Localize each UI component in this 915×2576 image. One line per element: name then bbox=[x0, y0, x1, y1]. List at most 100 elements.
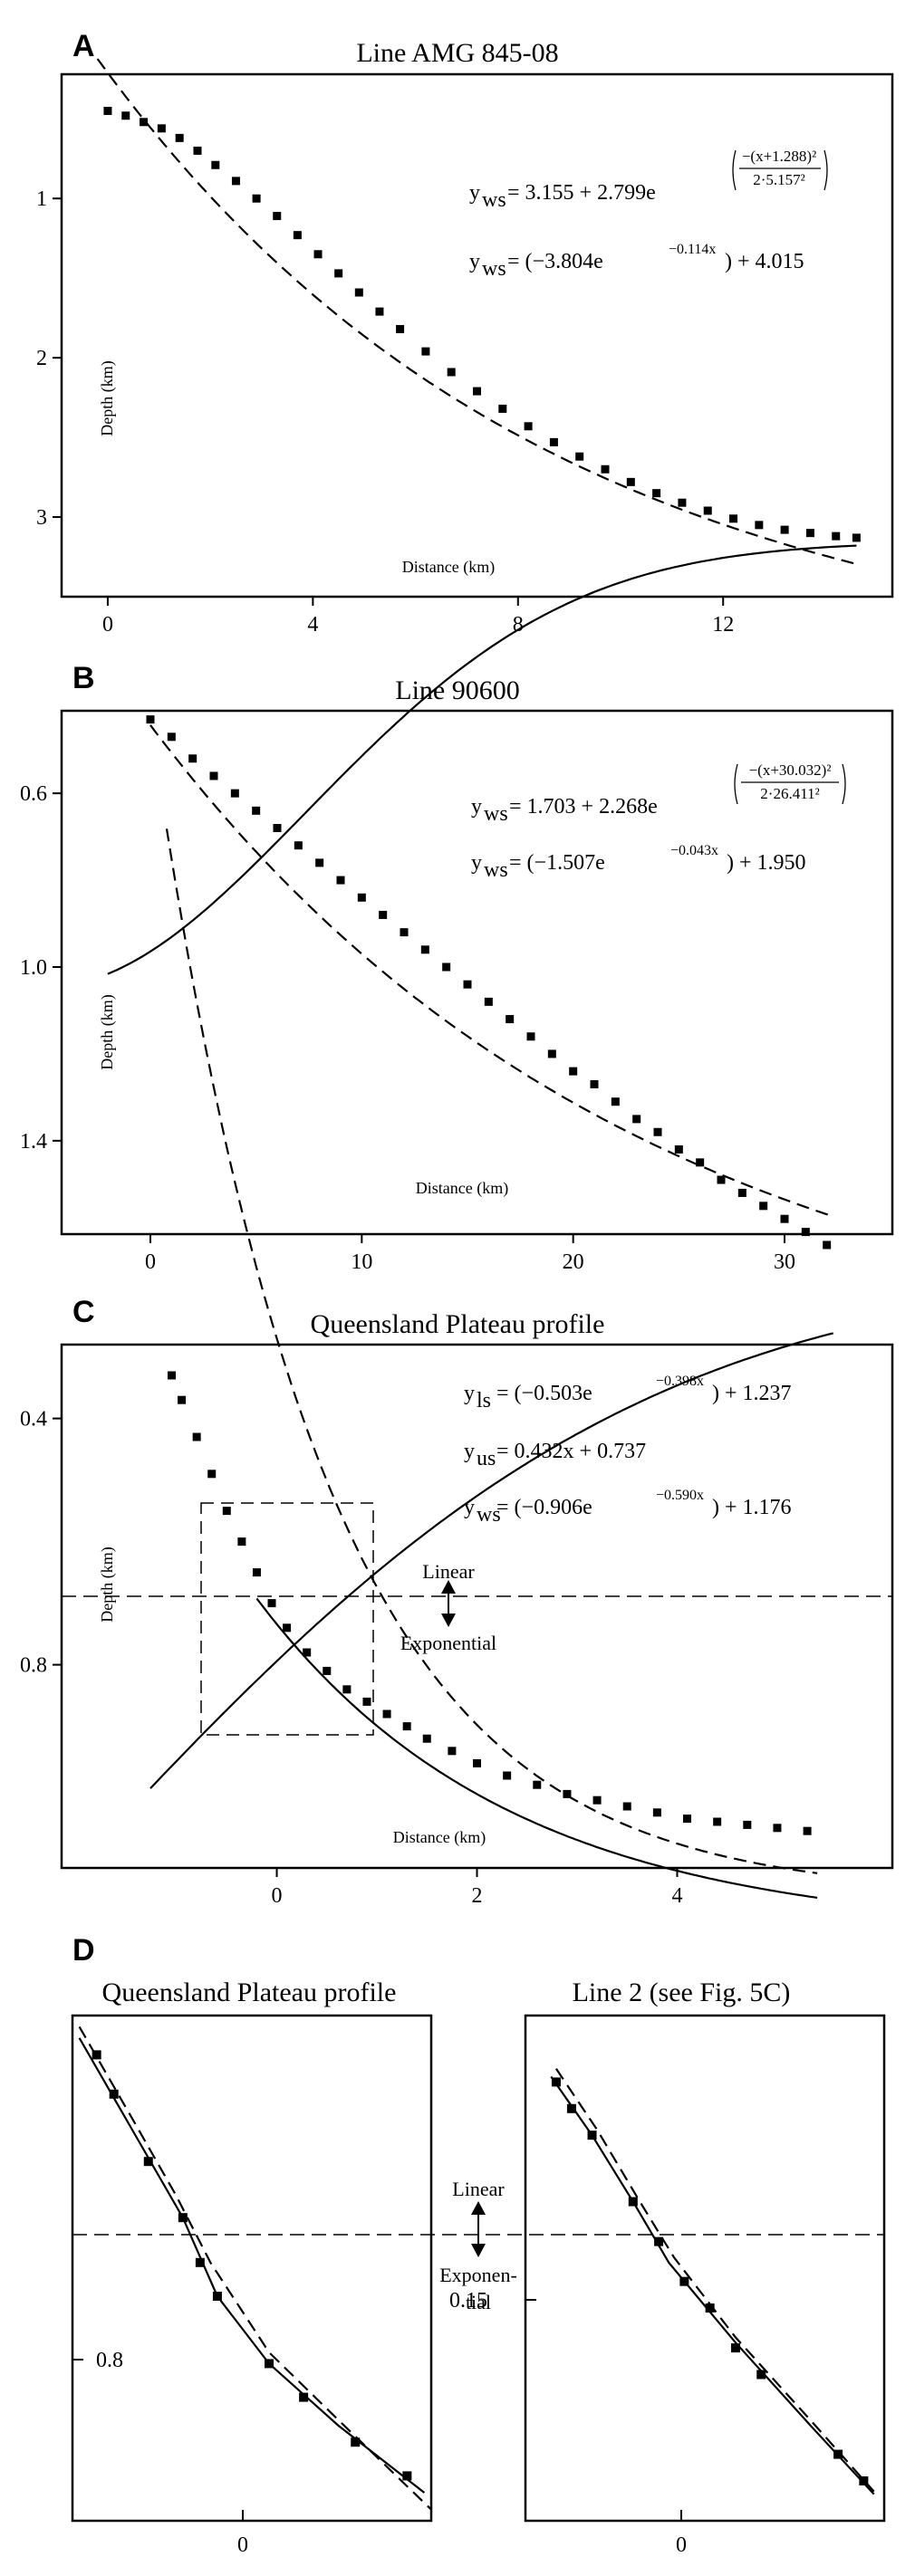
data-point bbox=[421, 347, 430, 356]
panel-c-equation-1: y ls = (−0.503e −0.398x ) + 1.237 bbox=[464, 1374, 792, 1412]
data-point bbox=[193, 146, 202, 155]
data-point bbox=[575, 452, 584, 461]
panel-b-letter: B bbox=[72, 661, 95, 695]
data-point bbox=[526, 1032, 535, 1041]
data-point bbox=[402, 1722, 411, 1731]
x-tick-label: 0 bbox=[145, 1250, 156, 1274]
panel-d-right-ytick-label: 0.15 bbox=[449, 2289, 487, 2313]
data-point bbox=[713, 1817, 722, 1826]
svg-text:us: us bbox=[477, 1447, 496, 1470]
data-point bbox=[547, 1049, 556, 1058]
data-point bbox=[563, 1789, 572, 1798]
data-point bbox=[622, 1802, 631, 1811]
data-point bbox=[678, 498, 687, 507]
data-point bbox=[592, 1796, 602, 1805]
data-point bbox=[400, 928, 409, 937]
svg-text:−0.043x: −0.043x bbox=[670, 843, 718, 858]
data-point bbox=[140, 118, 149, 127]
panel-c-equation-3: y ws = (−0.906e −0.590x ) + 1.176 bbox=[464, 1488, 792, 1527]
svg-text:) + 1.950: ) + 1.950 bbox=[727, 851, 806, 875]
svg-text:ws: ws bbox=[482, 188, 506, 212]
data-point bbox=[503, 1771, 512, 1780]
y-tick-label: 0.8 bbox=[20, 1654, 47, 1678]
panel-d-left-frame bbox=[71, 2014, 433, 2523]
panel-a-ylabel: Depth (km) bbox=[98, 360, 117, 436]
panel-b-equation-2: y ws = (−1.507e −0.043x ) + 1.950 bbox=[471, 843, 806, 882]
panel-b-frame bbox=[60, 709, 894, 1236]
data-point bbox=[652, 489, 661, 498]
panel-d-left-xtick-label: 0 bbox=[237, 2533, 248, 2557]
data-point bbox=[157, 124, 166, 133]
fit-curve-dashed bbox=[96, 58, 857, 565]
panel-b-xlabel: Distance (km) bbox=[416, 1179, 508, 1198]
svg-text:) + 4.015: ) + 4.015 bbox=[725, 250, 804, 273]
data-point bbox=[267, 1599, 276, 1608]
data-point bbox=[336, 876, 345, 885]
svg-text:) + 1.176: ) + 1.176 bbox=[712, 1496, 792, 1519]
data-point bbox=[590, 1080, 599, 1089]
svg-text:= (−0.906e: = (−0.906e bbox=[496, 1496, 592, 1519]
data-point bbox=[231, 177, 240, 186]
data-point bbox=[178, 2213, 188, 2223]
panel-a-title: Line AMG 845-08 bbox=[356, 38, 558, 68]
svg-text:ws: ws bbox=[477, 1503, 501, 1527]
data-point bbox=[551, 2077, 561, 2087]
data-point bbox=[143, 2157, 153, 2167]
data-point bbox=[566, 2103, 576, 2113]
data-point bbox=[109, 2089, 119, 2099]
panel-a-letter: A bbox=[72, 29, 95, 63]
data-point bbox=[103, 106, 112, 115]
svg-text:= 1.703 + 2.268e: = 1.703 + 2.268e bbox=[509, 795, 658, 819]
data-point bbox=[209, 771, 218, 780]
fit-curve-dashed bbox=[149, 724, 834, 1218]
svg-text:y: y bbox=[471, 795, 482, 819]
panel-c-xlabel: Distance (km) bbox=[393, 1828, 486, 1847]
data-point bbox=[473, 1758, 481, 1767]
svg-text:ws: ws bbox=[484, 802, 508, 826]
data-point bbox=[178, 1395, 187, 1404]
data-point bbox=[448, 1747, 457, 1756]
x-tick-label: 10 bbox=[351, 1250, 372, 1274]
fit-curve-dashed bbox=[78, 2025, 432, 2511]
y-tick-label: 1.4 bbox=[20, 1130, 47, 1154]
data-point bbox=[222, 1507, 231, 1516]
data-point bbox=[674, 1144, 683, 1154]
data-point bbox=[833, 2449, 843, 2459]
fit-curve-dashed bbox=[554, 2068, 875, 2493]
x-tick-label: 12 bbox=[712, 613, 734, 637]
svg-text:2·5.157²: 2·5.157² bbox=[753, 171, 805, 188]
panel-d-exponential-label-2: tial bbox=[466, 2291, 491, 2313]
data-point bbox=[265, 2359, 274, 2369]
data-point bbox=[729, 514, 738, 523]
data-point bbox=[705, 2303, 715, 2313]
data-point bbox=[422, 1734, 431, 1743]
panel-b-equation-1: y ws = 1.703 + 2.268e −(x+30.032)² 2·26.… bbox=[471, 761, 846, 826]
data-point bbox=[803, 1826, 812, 1835]
data-point bbox=[351, 2437, 361, 2447]
svg-text:y: y bbox=[464, 1440, 475, 1463]
y-tick-label: 2 bbox=[36, 347, 47, 370]
panel-c-plot: 0 2 4 0.4 0.8 bbox=[20, 828, 818, 1908]
data-point bbox=[188, 754, 197, 763]
panel-c-equation-2: y us = 0.432x + 0.737 bbox=[464, 1440, 646, 1470]
panel-d-left-ytick-label: 0.8 bbox=[96, 2349, 123, 2372]
panel-d-plot bbox=[78, 2025, 875, 2511]
svg-text:−0.114x: −0.114x bbox=[669, 242, 716, 257]
data-point bbox=[498, 404, 507, 413]
data-point bbox=[653, 1127, 662, 1136]
panel-d-left-title: Queensland Plateau profile bbox=[102, 1977, 397, 2007]
data-point bbox=[628, 2197, 638, 2207]
data-point bbox=[730, 2343, 740, 2353]
svg-text:−(x+1.288)²: −(x+1.288)² bbox=[742, 148, 816, 165]
data-point bbox=[506, 1015, 515, 1024]
svg-text:2·26.411²: 2·26.411² bbox=[760, 785, 819, 802]
panel-d-double-arrow-icon bbox=[471, 2201, 486, 2257]
data-point bbox=[447, 368, 456, 377]
x-tick-label: 20 bbox=[563, 1250, 584, 1274]
x-tick-label: 2 bbox=[472, 1884, 483, 1908]
data-point bbox=[294, 841, 303, 850]
panel-a-equation-2: y ws = (−3.804e −0.114x ) + 4.015 bbox=[469, 242, 804, 281]
y-tick-label: 1.0 bbox=[20, 956, 47, 980]
